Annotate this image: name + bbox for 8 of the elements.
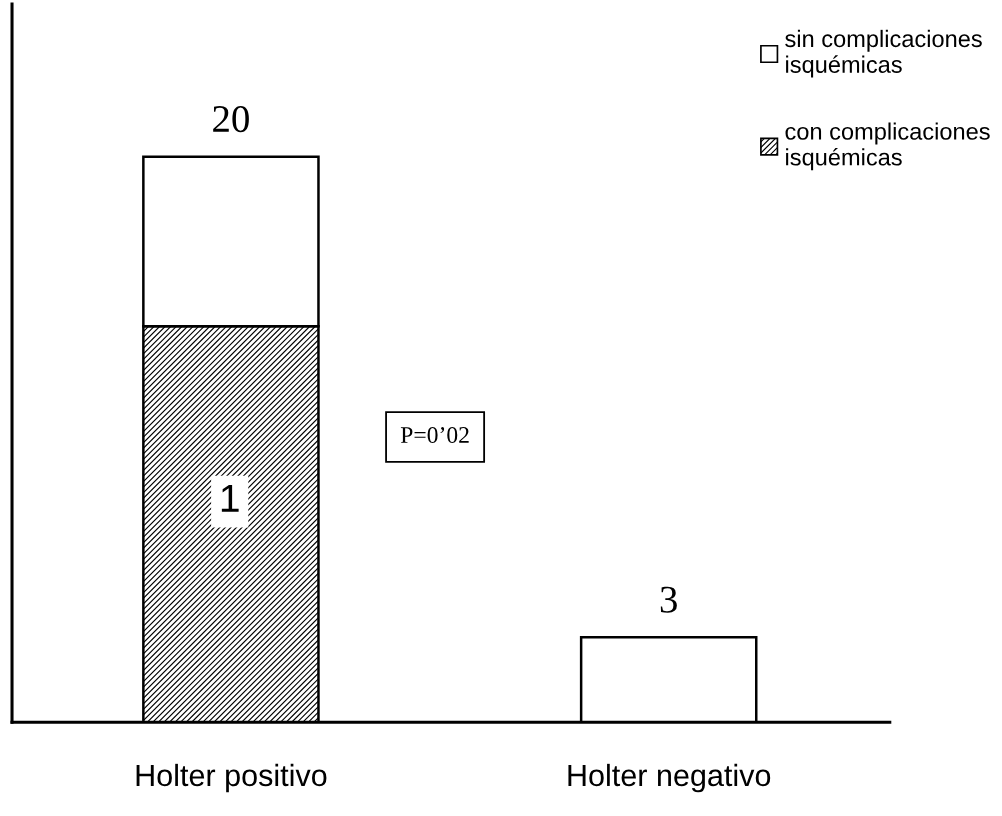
annotation: 1	[221, 485, 239, 512]
annotation: 3	[660, 586, 677, 613]
annotation: P=0’02	[400, 427, 469, 443]
legend-label: sin complicaciones isquémicas	[785, 29, 982, 78]
legend-label: con complicaciones isquémicas	[785, 122, 990, 171]
x-tick-label: Holter negativo	[568, 763, 771, 793]
annotation: 20	[213, 105, 249, 133]
x-tick-label: Holter positivo	[136, 763, 327, 793]
